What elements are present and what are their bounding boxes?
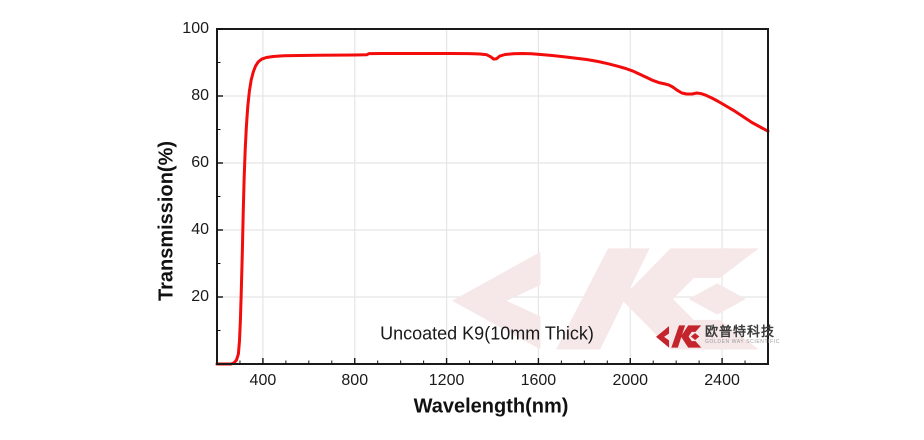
- x-tick-label: 1200: [428, 372, 465, 389]
- y-axis-label: Transmission(%): [155, 140, 178, 302]
- x-tick-label: 400: [249, 372, 277, 389]
- series-annotation: Uncoated K9(10mm Thick): [380, 323, 594, 344]
- brand-name-chinese: 欧普特科技: [705, 323, 776, 339]
- x-tick-label: 2000: [612, 372, 649, 389]
- y-tick-label: 40: [191, 221, 209, 238]
- brand-logo: 欧普特科技 GOLDEN WAY SCIENTIFIC: [656, 320, 780, 350]
- transmission-curve: [215, 52, 770, 366]
- y-tick-label: 20: [191, 288, 209, 305]
- axis-ticks: [217, 28, 746, 364]
- brand-name-english: GOLDEN WAY SCIENTIFIC: [705, 339, 781, 346]
- x-tick-label: 800: [341, 372, 369, 389]
- y-tick-label: 100: [182, 20, 209, 37]
- x-axis-label: Wavelength(nm): [413, 395, 569, 418]
- brand-logo-mark-icon: [656, 325, 702, 348]
- y-tick-label: 60: [191, 154, 209, 171]
- x-tick-label: 1600: [520, 372, 557, 389]
- x-tick-label: 2400: [704, 372, 740, 389]
- y-tick-label: 80: [191, 87, 209, 104]
